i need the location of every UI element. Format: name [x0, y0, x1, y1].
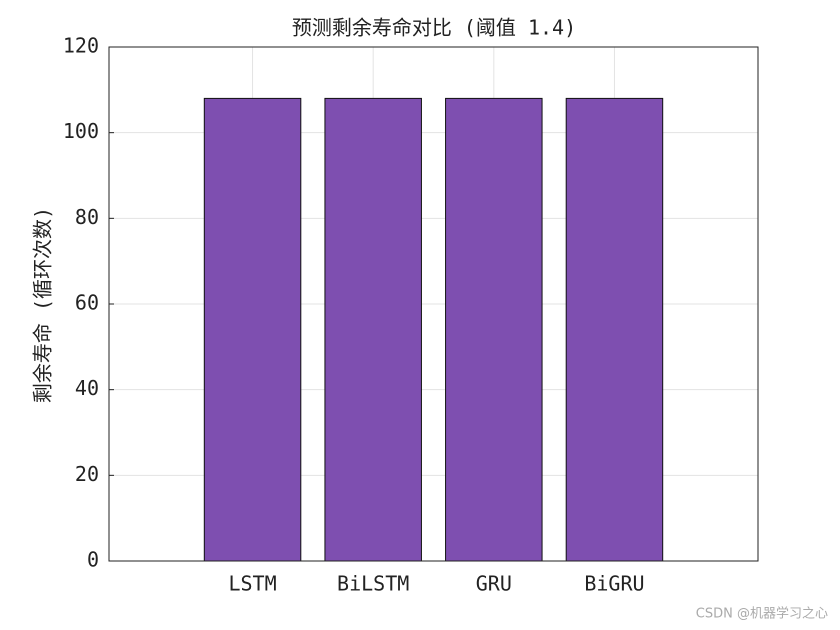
y-tick-label: 120 [63, 34, 99, 58]
y-tick-label: 20 [75, 462, 99, 486]
bars [203, 97, 664, 562]
watermark: CSDN @机器学习之心 [696, 606, 828, 622]
y-tick-label: 100 [63, 119, 99, 143]
bar [565, 97, 664, 562]
y-tick-label: 0 [87, 548, 99, 572]
x-tick-label: BiGRU [584, 572, 644, 596]
y-tick-label: 80 [75, 205, 99, 229]
chart-title: 预测剩余寿命对比 (阈值 1.4) [292, 16, 576, 40]
bar [203, 97, 302, 562]
x-tick-label: GRU [476, 572, 512, 596]
x-tick-label: BiLSTM [337, 572, 409, 596]
labels: 0 20 40 60 80 100 120 LSTM BiLSTM GRU BiGRU [63, 34, 645, 596]
bar [445, 97, 543, 562]
y-tick-label: 40 [75, 376, 99, 400]
y-axis-label: 剩余寿命 (循环次数) [31, 207, 55, 403]
x-tick-label: LSTM [228, 572, 276, 596]
bar [324, 97, 422, 562]
y-tick-label: 60 [75, 291, 99, 315]
